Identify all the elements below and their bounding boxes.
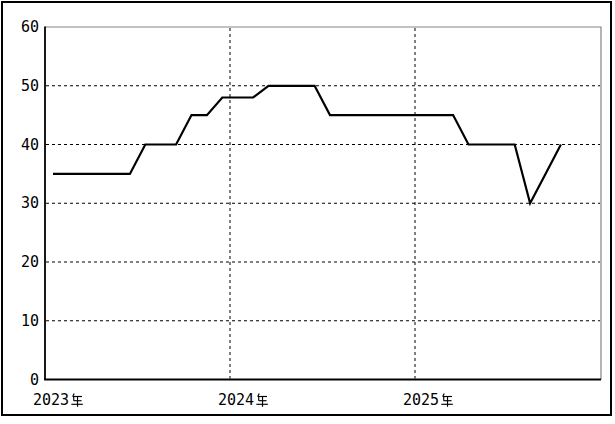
x-tick-label: 2024 [218,391,254,409]
y-tick-label: 40 [21,136,39,154]
line-chart: 0 10 20 30 40 50 60 2023 2024 2025 [0,0,615,424]
x-tick-label: 2025 [403,391,439,409]
y-tick-label: 30 [21,194,39,212]
y-tick-label: 10 [21,312,39,330]
chart-frame-border [2,2,611,415]
x-tick-label: 2023 [33,391,69,409]
chart-canvas: 0 10 20 30 40 50 60 2023 2024 2025 [0,0,615,424]
y-tick-label: 50 [21,77,39,95]
y-tick-label: 60 [21,18,39,36]
y-tick-label: 0 [30,371,39,389]
y-tick-label: 20 [21,253,39,271]
year-kanji-glyph [256,394,268,407]
year-kanji-glyph [71,394,83,407]
year-kanji-glyph [441,394,453,407]
